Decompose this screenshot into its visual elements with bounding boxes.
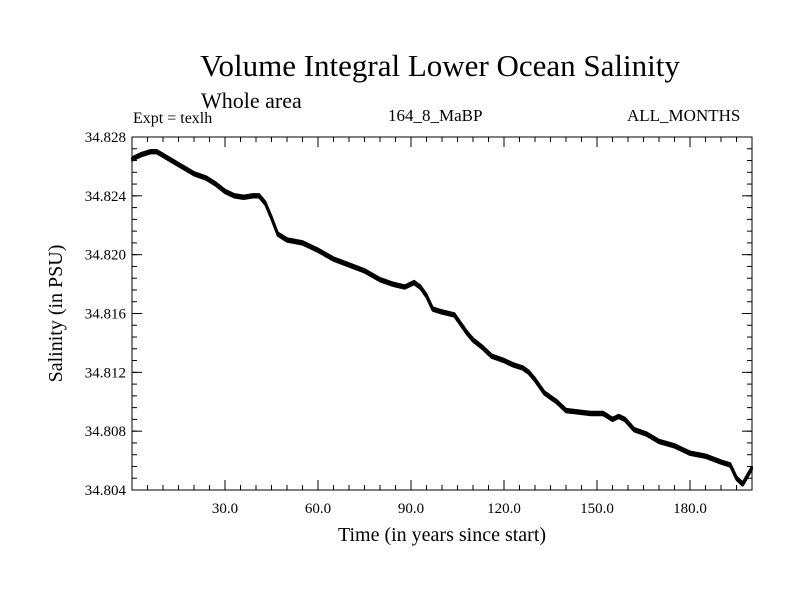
x-tick-label: 150.0 [580, 501, 614, 517]
y-tick-label: 34.808 [85, 424, 126, 440]
y-tick-label: 34.824 [85, 189, 127, 205]
y-tick-label: 34.820 [85, 248, 126, 264]
chart-subtitle: Whole area [201, 88, 302, 113]
y-tick-label: 34.804 [85, 483, 127, 499]
y-axis-label: Salinity (in PSU) [45, 245, 67, 383]
y-tick-label: 34.816 [85, 307, 127, 323]
chart-title: Volume Integral Lower Ocean Salinity [200, 48, 680, 83]
series-line-salinity [130, 148, 754, 487]
y-tick-label: 34.812 [85, 365, 126, 381]
x-tick-label: 180.0 [673, 501, 707, 517]
run-id-label: 164_8_MaBP [388, 106, 483, 125]
y-tick-label: 34.828 [85, 130, 126, 146]
x-tick-label: 120.0 [487, 501, 521, 517]
experiment-label: Expt = texlh [133, 110, 213, 127]
x-tick-label: 90.0 [398, 501, 424, 517]
x-axis-label: Time (in years since start) [338, 524, 546, 546]
tick-labels: 34.804 34.808 34.812 34.816 34.820 34.824 34.8… [85, 130, 707, 517]
x-tick-label: 30.0 [212, 501, 238, 517]
months-label: ALL_MONTHS [627, 106, 741, 125]
x-tick-label: 60.0 [305, 501, 331, 517]
plot-area-frame [131, 136, 753, 491]
